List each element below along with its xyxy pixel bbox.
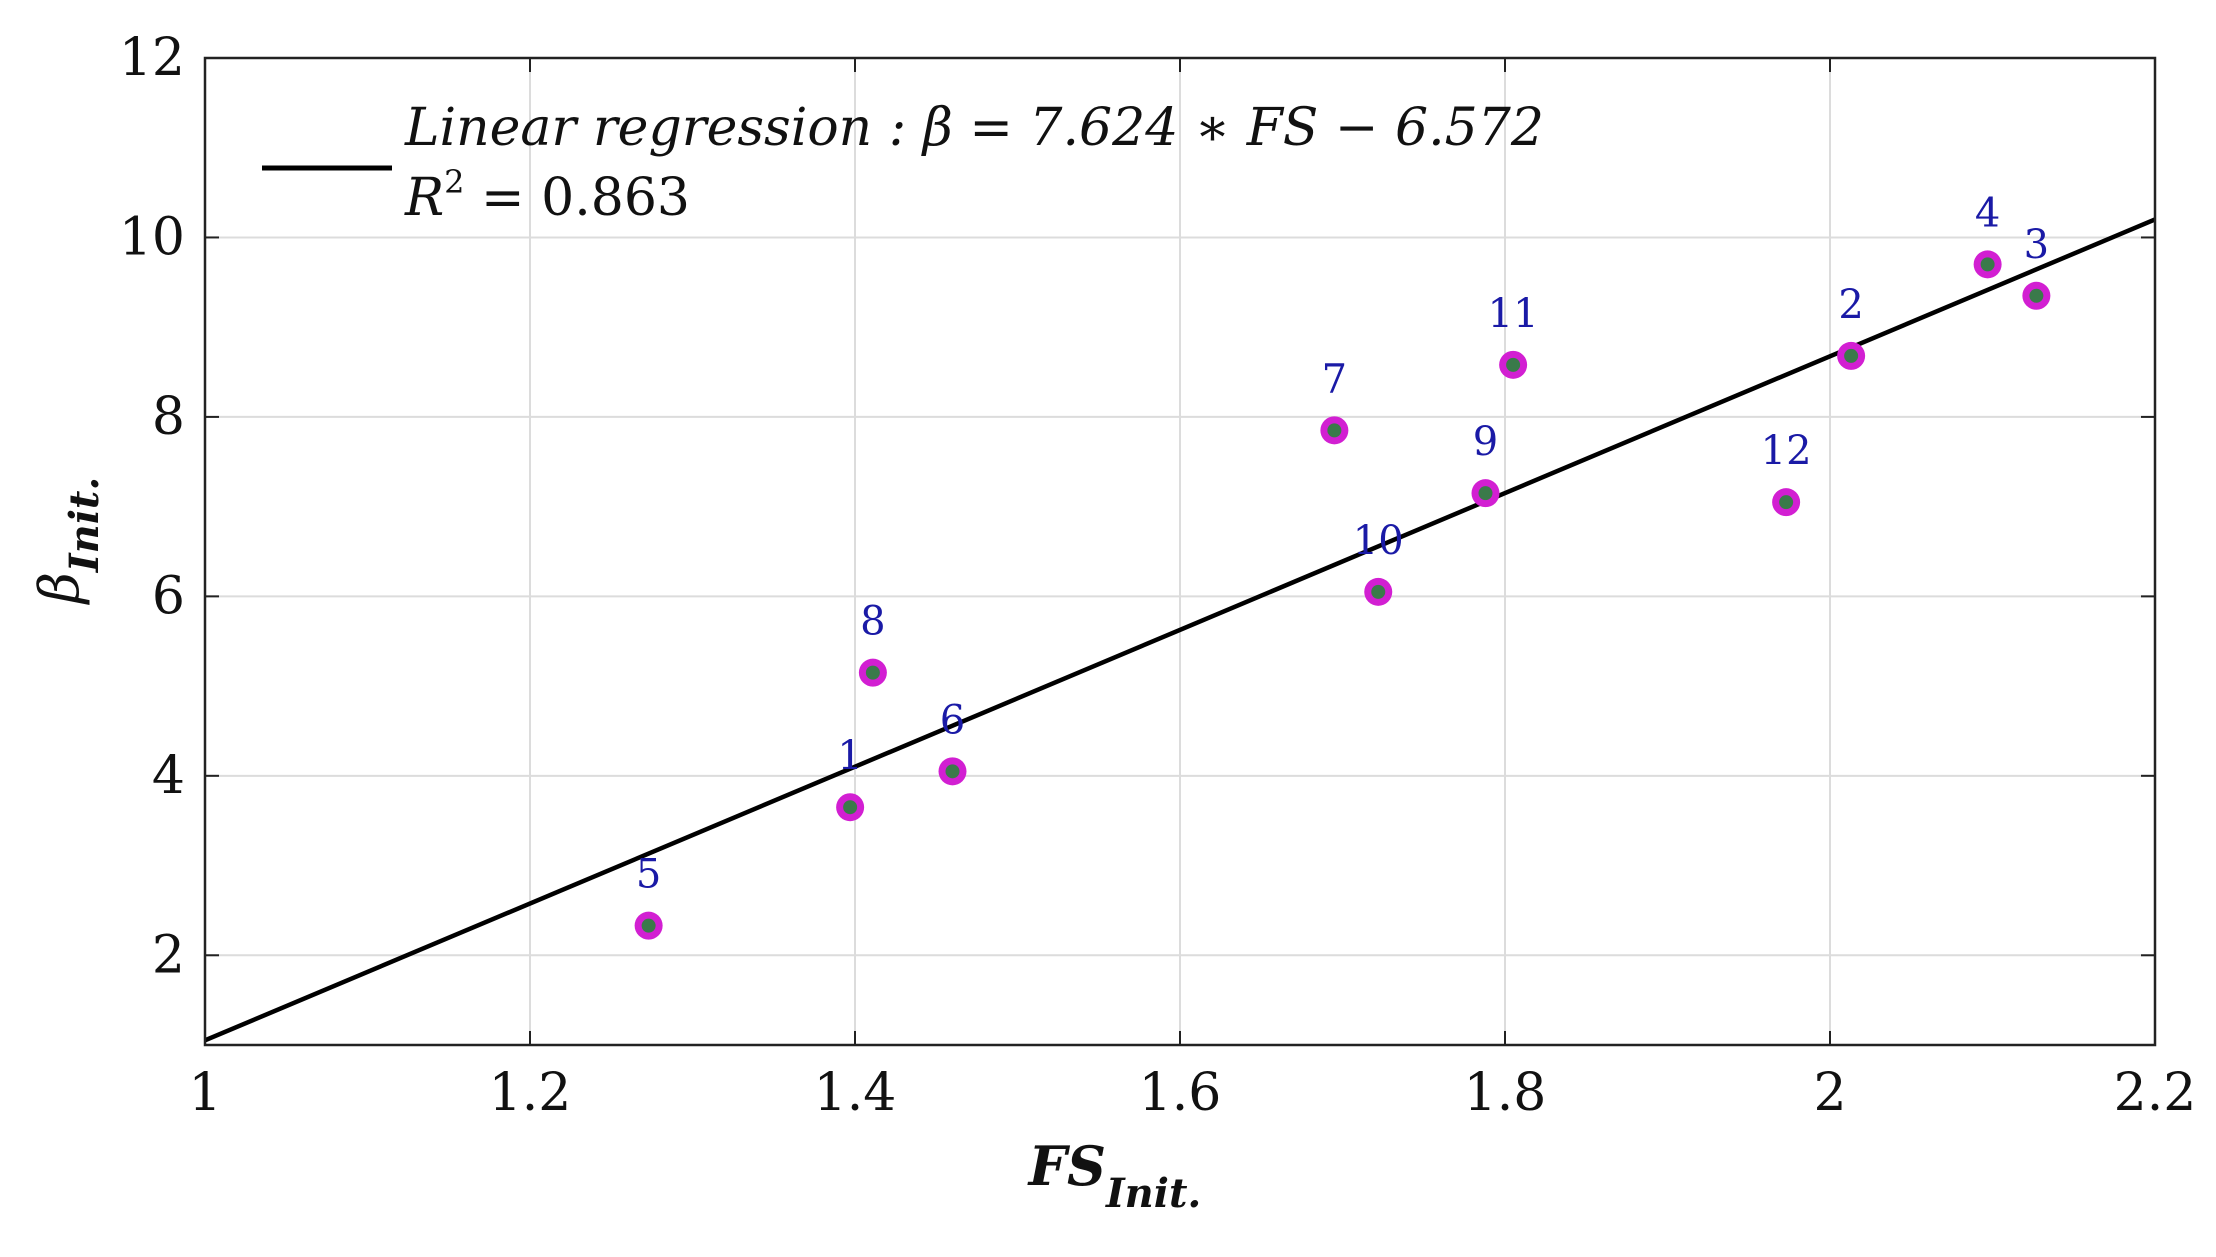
regression-layer	[204, 217, 2156, 1043]
x-tick-label: 1	[188, 1063, 221, 1123]
data-point-5	[641, 918, 656, 933]
data-point-label-8: 8	[860, 599, 885, 645]
y-tick-label: 4	[152, 746, 185, 806]
data-point-label-9: 9	[1473, 419, 1498, 465]
data-point-10	[1371, 584, 1386, 599]
data-point-1	[843, 800, 858, 815]
legend-r2-value: = 0.863	[465, 168, 691, 228]
data-point-label-11: 11	[1488, 291, 1539, 337]
legend-regression-text: Linear regression : β = 7.624 ∗ FS − 6.5…	[404, 98, 1544, 158]
legend: Linear regression : β = 7.624 ∗ FS − 6.5…	[262, 98, 1544, 228]
data-point-label-5: 5	[636, 852, 661, 898]
data-point-label-7: 7	[1322, 356, 1347, 402]
data-point-label-3: 3	[2024, 222, 2049, 268]
x-tick-label: 2	[1813, 1063, 1846, 1123]
legend-r2-text: R2 = 0.863	[404, 163, 690, 228]
data-point-9	[1478, 486, 1493, 501]
y-tick-label: 10	[119, 207, 185, 267]
data-point-label-6: 6	[940, 697, 965, 743]
data-point-7	[1327, 423, 1342, 438]
data-point-11	[1506, 357, 1521, 372]
y-axis-title-main: β	[28, 572, 91, 605]
data-point-4	[1980, 257, 1995, 272]
legend-r2-superscript: 2	[444, 163, 464, 201]
y-tick-label: 8	[152, 387, 185, 447]
data-point-label-2: 2	[1838, 282, 1863, 328]
x-tick-label: 1.4	[814, 1063, 897, 1123]
y-tick-label: 6	[152, 566, 185, 626]
y-axis-title: βInit.	[28, 477, 108, 606]
x-axis-title: FSInit.	[1027, 1134, 1202, 1217]
legend-r2-symbol: R	[404, 168, 444, 228]
data-point-label-12: 12	[1761, 428, 1812, 474]
y-tick-label: 2	[152, 925, 185, 985]
x-axis-title-main: FS	[1027, 1134, 1106, 1198]
regression-line	[204, 217, 2156, 1043]
data-point-2	[1844, 348, 1859, 363]
axes-layer	[203, 56, 2157, 1047]
y-tick-label: 12	[119, 28, 185, 88]
data-point-8	[865, 665, 880, 680]
data-point-3	[2029, 288, 2044, 303]
data-point-12	[1779, 495, 1794, 510]
grid-layer	[205, 58, 2155, 1045]
data-point-label-1: 1	[837, 733, 862, 779]
data-point-6	[945, 764, 960, 779]
x-tick-label: 1.8	[1464, 1063, 1547, 1123]
x-tick-label: 2.2	[2114, 1063, 2197, 1123]
x-tick-label: 1.6	[1139, 1063, 1222, 1123]
x-tick-label: 1.2	[489, 1063, 572, 1123]
plot-frame	[203, 56, 2157, 1047]
data-point-label-10: 10	[1353, 518, 1404, 564]
x-axis-title-sub: Init.	[1105, 1170, 1201, 1217]
y-axis-title-sub: Init.	[61, 477, 108, 573]
data-point-label-4: 4	[1975, 190, 2000, 236]
